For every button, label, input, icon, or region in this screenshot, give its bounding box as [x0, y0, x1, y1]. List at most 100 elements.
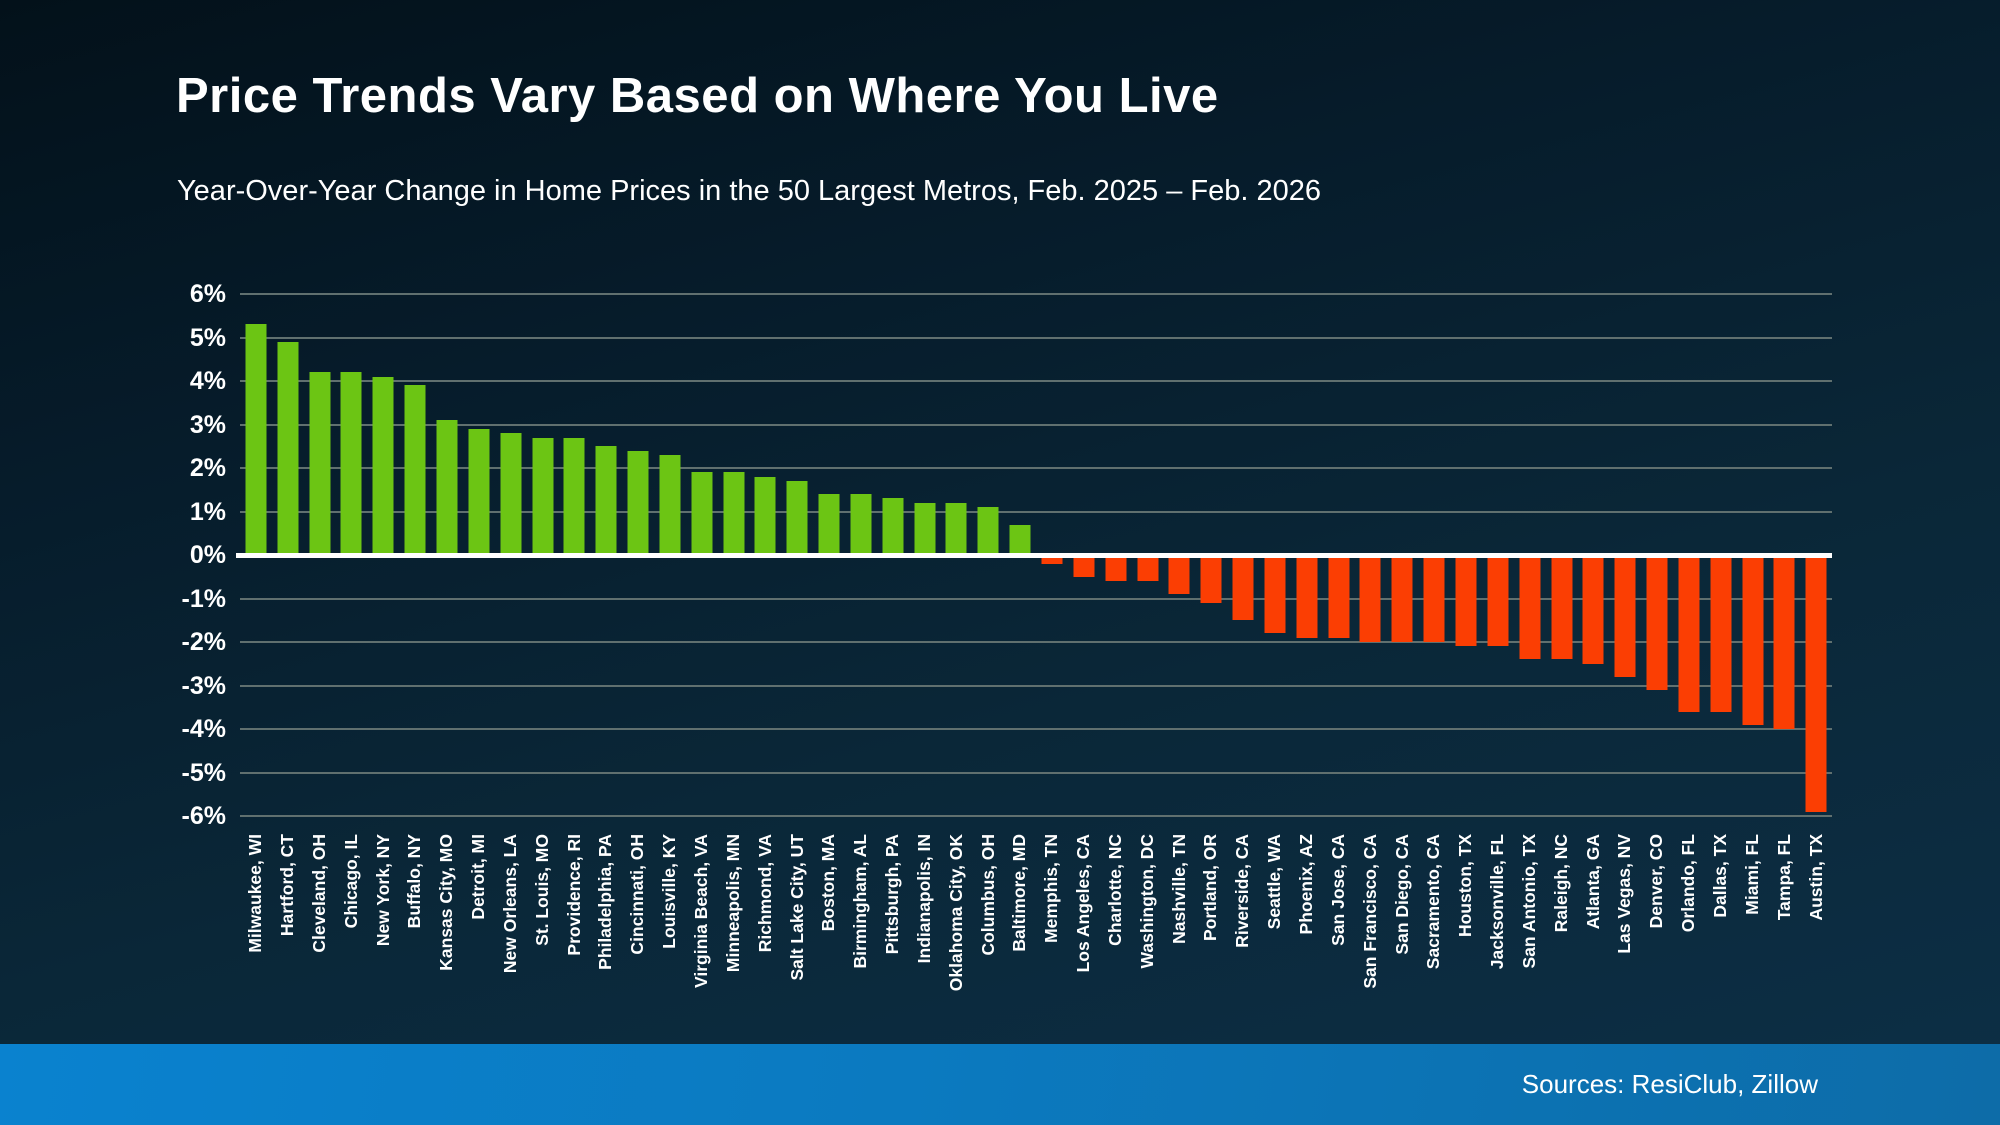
x-category-label: Richmond, VA [754, 834, 775, 953]
bar [404, 385, 426, 555]
bar-slot [304, 294, 336, 816]
x-label-cell: St. Louis, MO [527, 834, 559, 1020]
x-label-cell: Tampa, FL [1769, 834, 1801, 1020]
x-label-cell: Los Angeles, CA [1068, 834, 1100, 1020]
bar [563, 437, 585, 555]
x-label-cell: Memphis, TN [1036, 834, 1068, 1020]
bar-slot [495, 294, 527, 816]
x-category-label: Columbus, OH [977, 834, 998, 956]
bar [1614, 555, 1636, 677]
gridline [240, 510, 1832, 513]
bar [1773, 555, 1795, 729]
bar [1200, 555, 1222, 603]
bar-slot [622, 294, 654, 816]
x-label-cell: Denver, CO [1641, 834, 1673, 1020]
x-category-label: Orlando, FL [1678, 834, 1699, 933]
x-label-cell: Austin, TX [1800, 834, 1832, 1020]
bar-slot [590, 294, 622, 816]
bar [1232, 555, 1254, 621]
x-category-label: Baltimore, MD [1009, 834, 1030, 952]
x-label-cell: Cleveland, OH [304, 834, 336, 1020]
bar [1742, 555, 1764, 725]
y-tick-label: 2% [189, 454, 226, 482]
x-category-label: Houston, TX [1455, 834, 1476, 938]
x-category-label: Indianapolis, IN [913, 834, 934, 964]
x-label-cell: Hartford, CT [272, 834, 304, 1020]
bar [723, 472, 745, 555]
x-category-label: New Orleans, LA [499, 834, 520, 974]
x-category-label: San Diego, CA [1391, 834, 1412, 955]
chart-title: Price Trends Vary Based on Where You Liv… [176, 69, 1219, 123]
gridline [240, 771, 1832, 774]
bar [1359, 555, 1381, 642]
bar-slot [941, 294, 973, 816]
bar-slot [1705, 294, 1737, 816]
y-tick-label: 0% [189, 541, 226, 569]
bar-slot [686, 294, 718, 816]
bar [1646, 555, 1668, 690]
bar [1487, 555, 1509, 647]
bar [818, 494, 840, 555]
bar-slot [1577, 294, 1609, 816]
x-label-cell: Miami, FL [1737, 834, 1769, 1020]
x-category-label: Hartford, CT [277, 834, 298, 937]
bar-slot [1036, 294, 1068, 816]
plot-area [236, 293, 1832, 817]
y-tick-label: 5% [189, 323, 226, 352]
x-category-label: Charlotte, NC [1104, 834, 1125, 946]
bar [309, 372, 331, 555]
x-category-label: San Antonio, TX [1518, 834, 1539, 969]
bar-slot [1163, 294, 1195, 816]
x-label-cell: Minneapolis, MN [718, 834, 750, 1020]
gridline [240, 380, 1832, 382]
y-tick-label: -4% [181, 715, 226, 743]
x-category-label: Tampa, FL [1773, 834, 1794, 921]
x-category-label: Philadelphia, PA [595, 834, 616, 970]
x-label-cell: Raleigh, NC [1546, 834, 1578, 1020]
x-category-label: Atlanta, GA [1582, 834, 1603, 930]
chart-subtitle: Year-Over-Year Change in Home Prices in … [177, 175, 1321, 207]
x-label-cell: Riverside, CA [1227, 834, 1259, 1020]
x-category-label: Minneapolis, MN [722, 834, 743, 973]
x-label-cell: Orlando, FL [1673, 834, 1705, 1020]
bar [1264, 555, 1286, 634]
x-category-label: Buffalo, NY [404, 834, 425, 929]
gridline [240, 728, 1832, 730]
x-category-label: Los Angeles, CA [1073, 834, 1094, 973]
bar-slot [1546, 294, 1578, 816]
x-category-label: Boston, MA [818, 834, 839, 932]
bar-slot [813, 294, 845, 816]
x-category-label: Washington, DC [1136, 834, 1157, 969]
bar [1073, 555, 1095, 577]
x-label-cell: Louisville, KY [654, 834, 686, 1020]
y-tick-label: 1% [189, 497, 226, 526]
bar [595, 446, 617, 555]
bar [1710, 555, 1732, 712]
x-category-label: Phoenix, AZ [1296, 834, 1317, 935]
x-label-cell: New Orleans, LA [495, 834, 527, 1020]
bar-slot [1291, 294, 1323, 816]
y-tick-label: -5% [181, 758, 226, 787]
x-category-label: Milwaukee, WI [245, 834, 266, 953]
bar [500, 433, 522, 555]
y-tick-label: -6% [181, 802, 226, 830]
bar-slot [463, 294, 495, 816]
bar [945, 502, 967, 555]
x-category-label: Pittsburgh, PA [882, 834, 903, 955]
x-category-label: Seattle, WA [1264, 834, 1285, 930]
x-category-label: Virginia Beach, VA [690, 834, 711, 988]
x-label-cell: Pittsburgh, PA [877, 834, 909, 1020]
y-tick-label: -2% [181, 628, 226, 656]
bar [1391, 555, 1413, 642]
bar [532, 437, 554, 555]
bar [1137, 555, 1159, 582]
bar-slot [1386, 294, 1418, 816]
bar [1105, 555, 1127, 582]
bar [1551, 555, 1573, 660]
bar-slot [399, 294, 431, 816]
x-label-cell: Chicago, IL [336, 834, 368, 1020]
x-category-label: Louisville, KY [659, 834, 680, 949]
x-label-cell: Salt Lake City, UT [781, 834, 813, 1020]
bar-slot [1004, 294, 1036, 816]
